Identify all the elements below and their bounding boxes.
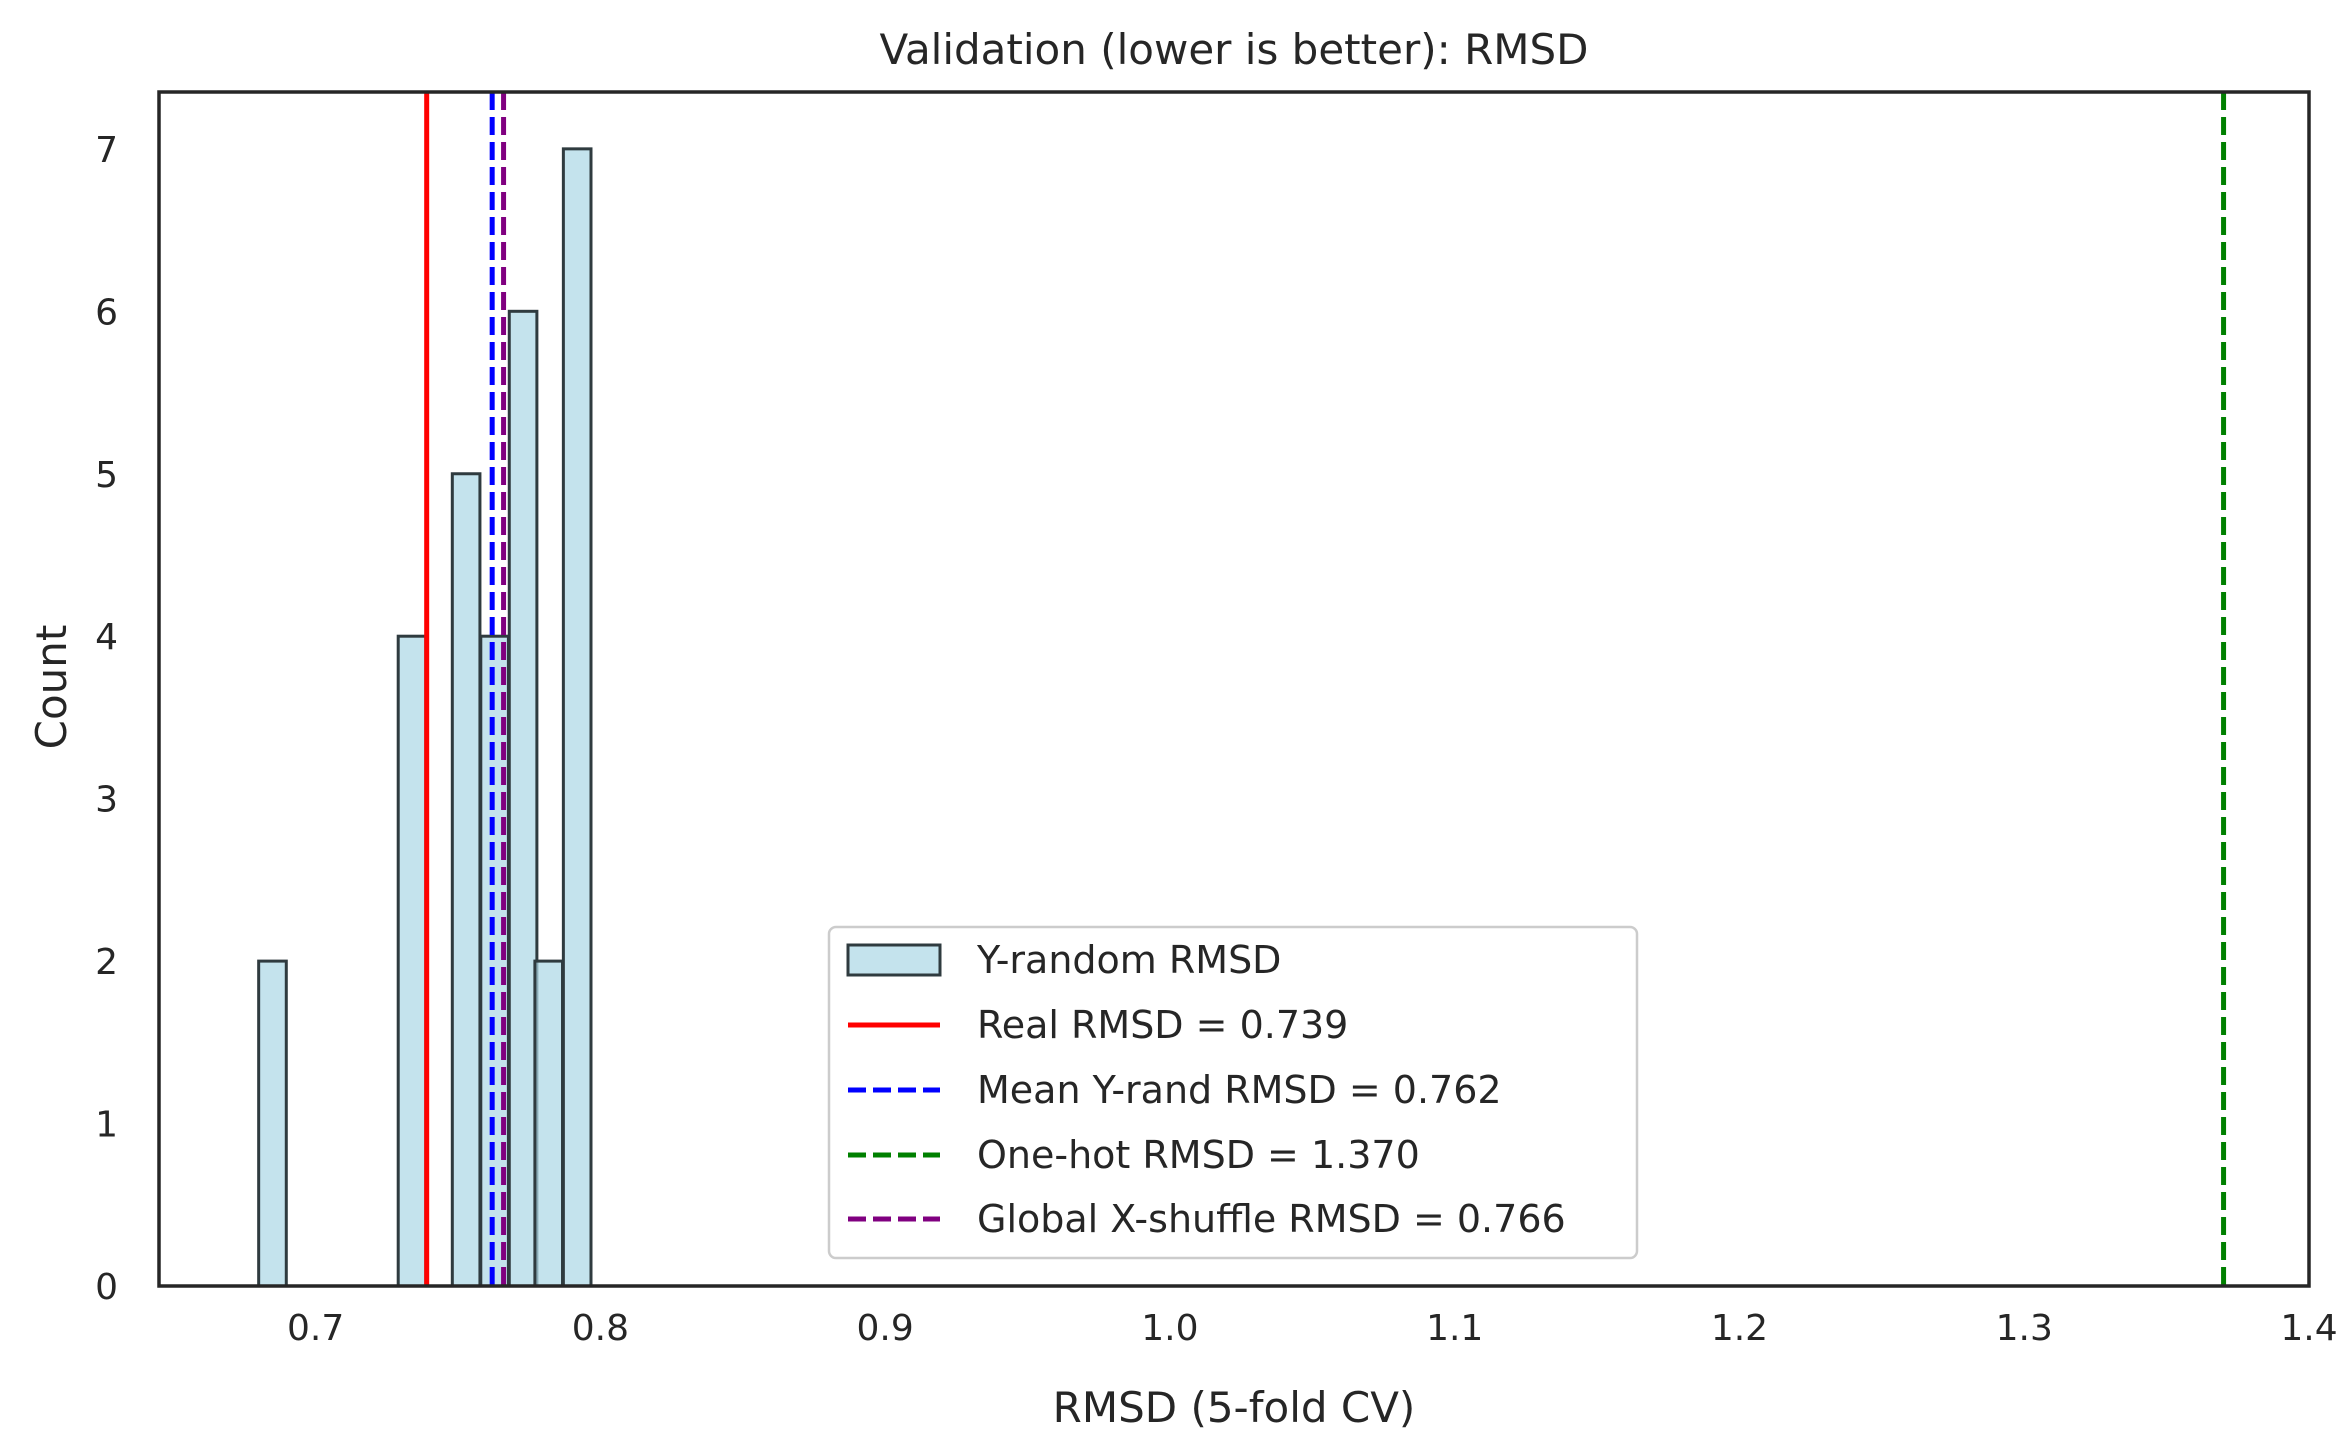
y-tick-label: 7	[95, 130, 118, 171]
legend-label: Y-random RMSD	[976, 938, 1281, 982]
histogram-bar	[257, 959, 288, 1288]
x-tick-label: 0.9	[857, 1308, 914, 1349]
x-tick-label: 0.8	[572, 1308, 629, 1349]
y-tick-label: 2	[95, 942, 118, 983]
y-axis-ticks: 0 1 2 3 4 5 6 7	[95, 130, 118, 1308]
y-tick-label: 5	[95, 455, 118, 496]
x-tick-label: 1.3	[1996, 1308, 2053, 1349]
legend: Y-random RMSD Real RMSD = 0.739 Mean Y-ran…	[827, 925, 1639, 1260]
legend-box	[827, 925, 1639, 1260]
legend-label: Real RMSD = 0.739	[977, 1003, 1348, 1047]
y-tick-label: 4	[95, 617, 118, 658]
histogram-bar	[561, 147, 593, 1288]
x-tick-label: 1.0	[1141, 1308, 1198, 1349]
x-axis-label: RMSD (5-fold CV)	[1053, 1383, 1416, 1432]
legend-label: Mean Y-rand RMSD = 0.762	[977, 1068, 1502, 1112]
histogram-bar	[396, 634, 428, 1288]
histogram-bar	[507, 309, 539, 1288]
legend-label: One-hot RMSD = 1.370	[977, 1133, 1420, 1177]
y-axis-label: Count	[27, 625, 76, 750]
y-tick-label: 6	[95, 292, 118, 333]
legend-label: Global X-shuffle RMSD = 0.766	[977, 1197, 1566, 1241]
plot-area	[257, 92, 2227, 1288]
y-tick-label: 1	[95, 1105, 118, 1146]
y-tick-label: 0	[95, 1267, 118, 1308]
x-tick-label: 0.7	[287, 1308, 344, 1349]
legend-swatch	[846, 943, 942, 977]
histogram-bar	[450, 472, 482, 1288]
x-tick-label: 1.2	[1711, 1308, 1768, 1349]
x-tick-label: 1.4	[2280, 1308, 2337, 1349]
x-axis-ticks: 0.7 0.8 0.9 1.0 1.1 1.2 1.3 1.4	[287, 1308, 2338, 1349]
histogram-bar	[533, 959, 565, 1288]
y-tick-label: 3	[95, 780, 118, 821]
chart-title: Validation (lower is better): RMSD	[879, 25, 1588, 74]
x-tick-label: 1.1	[1426, 1308, 1483, 1349]
axes-frame	[157, 90, 2311, 1288]
